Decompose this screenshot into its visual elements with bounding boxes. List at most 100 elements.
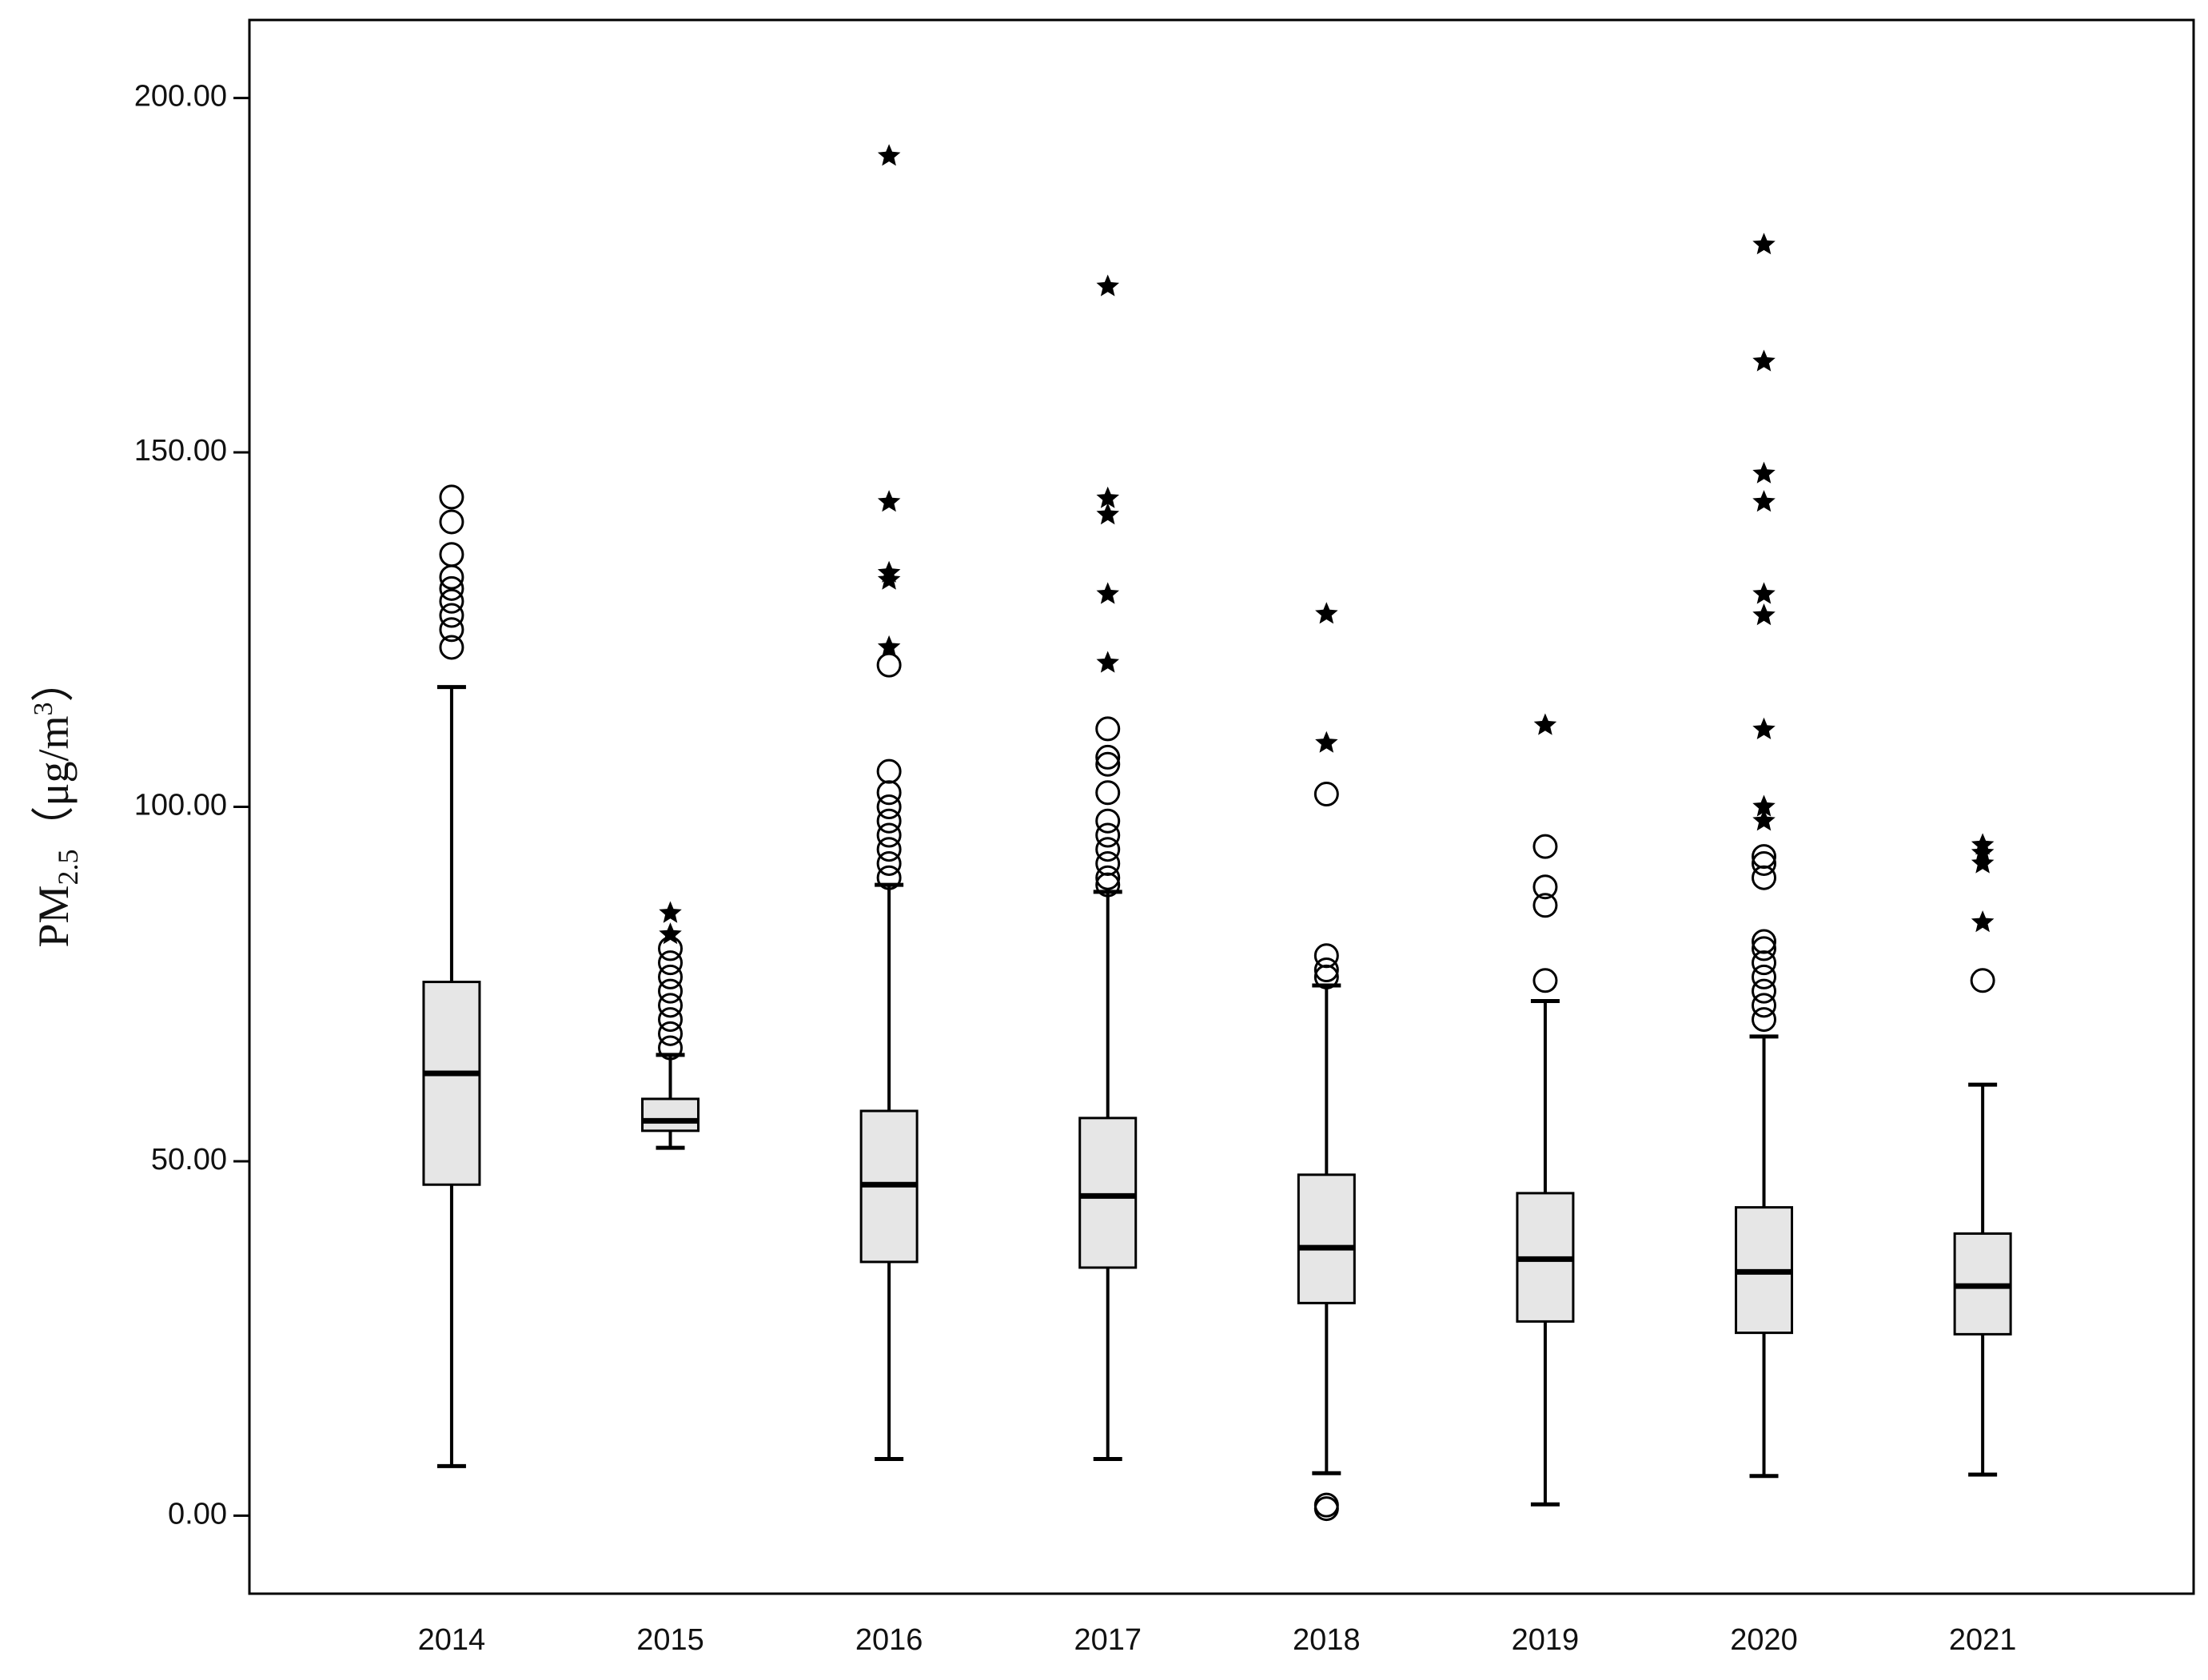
x-tick-label: 2019 xyxy=(1512,1623,1580,1657)
outlier xyxy=(658,978,684,1004)
outlier xyxy=(439,588,464,614)
box xyxy=(641,1097,700,1133)
x-tick-label: 2020 xyxy=(1730,1623,1798,1657)
outlier xyxy=(439,603,464,628)
outlier xyxy=(658,950,684,976)
outlier xyxy=(439,617,464,643)
outlier xyxy=(1752,978,1777,1004)
box xyxy=(422,981,481,1186)
extreme xyxy=(1752,490,1776,512)
outlier xyxy=(876,758,902,784)
extreme xyxy=(1315,602,1338,624)
outlier xyxy=(658,964,684,989)
outlier xyxy=(1313,1492,1339,1518)
y-tick-label: 50.00 xyxy=(151,1143,227,1176)
outlier xyxy=(1095,751,1121,777)
outlier xyxy=(876,808,902,834)
x-tick-label: 2014 xyxy=(418,1623,486,1657)
outlier xyxy=(876,865,902,890)
outlier xyxy=(658,993,684,1018)
extreme xyxy=(877,635,901,658)
extreme xyxy=(1315,731,1338,753)
x-tick-label: 2018 xyxy=(1293,1623,1361,1657)
outlier xyxy=(1095,780,1121,806)
y-label-middle: （μg/m xyxy=(30,715,78,849)
outlier xyxy=(1532,893,1558,918)
outlier xyxy=(1095,822,1121,848)
extreme xyxy=(659,922,682,945)
outlier xyxy=(1313,957,1339,982)
y-tick-label: 0.00 xyxy=(168,1497,227,1531)
outlier xyxy=(439,635,464,660)
extreme xyxy=(1752,717,1776,739)
extreme xyxy=(1096,486,1119,508)
outlier xyxy=(1313,782,1339,807)
outlier xyxy=(876,837,902,862)
outlier xyxy=(1095,865,1121,890)
outlier xyxy=(1752,850,1777,876)
extreme xyxy=(1096,582,1119,604)
outlier xyxy=(658,1021,684,1046)
extreme xyxy=(1971,841,1995,863)
extreme xyxy=(1752,603,1776,626)
outlier xyxy=(439,484,464,510)
extreme xyxy=(1971,833,1995,855)
outlier xyxy=(1313,943,1339,969)
extreme xyxy=(1752,809,1776,831)
outlier xyxy=(1095,837,1121,862)
box xyxy=(1297,1173,1356,1304)
outlier xyxy=(1095,716,1121,742)
x-tick-label: 2017 xyxy=(1074,1623,1142,1657)
extreme xyxy=(1533,713,1557,735)
outlier xyxy=(1752,993,1777,1018)
y-label-end: ） xyxy=(30,659,78,702)
outlier xyxy=(876,794,902,819)
extreme xyxy=(877,560,901,583)
outlier xyxy=(439,575,464,601)
x-tick-label: 2015 xyxy=(636,1623,704,1657)
y-tick-label: 100.00 xyxy=(134,789,227,822)
outlier xyxy=(1752,1007,1777,1033)
outlier xyxy=(1095,744,1121,770)
outlier xyxy=(876,652,902,678)
box xyxy=(1078,1117,1138,1269)
outlier xyxy=(1095,850,1121,876)
outlier xyxy=(1752,929,1777,954)
y-tick-label: 150.00 xyxy=(134,434,227,468)
extreme xyxy=(1096,503,1119,525)
y-tick-label: 200.00 xyxy=(134,80,227,113)
extreme xyxy=(659,901,682,923)
y-label-subscript: 2.5 xyxy=(52,849,84,885)
y-label-superscript: 3 xyxy=(29,702,58,715)
extreme xyxy=(1752,461,1776,484)
outlier xyxy=(439,542,464,567)
y-axis-label: PM2.5（μg/m3） xyxy=(29,659,84,947)
outlier xyxy=(1752,936,1777,961)
outlier xyxy=(658,1035,684,1061)
outlier xyxy=(1532,874,1558,900)
outlier xyxy=(658,1007,684,1033)
x-tick-label: 2021 xyxy=(1949,1623,2017,1657)
outlier xyxy=(876,850,902,876)
extreme xyxy=(1096,651,1119,673)
outlier xyxy=(1095,808,1121,834)
y-label-text: PM xyxy=(30,885,78,947)
outlier xyxy=(1752,964,1777,989)
outlier xyxy=(1752,844,1777,870)
extreme xyxy=(1752,794,1776,817)
extreme xyxy=(1971,910,1995,933)
extreme xyxy=(877,567,901,590)
extreme xyxy=(877,144,901,166)
extreme xyxy=(1752,582,1776,604)
extreme xyxy=(1752,349,1776,372)
extreme xyxy=(1752,233,1776,255)
outlier xyxy=(1532,834,1558,859)
outlier xyxy=(876,822,902,848)
x-tick-label: 2016 xyxy=(855,1623,923,1657)
outlier xyxy=(1970,968,1995,993)
extreme xyxy=(877,490,901,512)
outlier xyxy=(1532,968,1558,993)
extreme xyxy=(1096,274,1119,297)
extreme xyxy=(1971,851,1995,874)
